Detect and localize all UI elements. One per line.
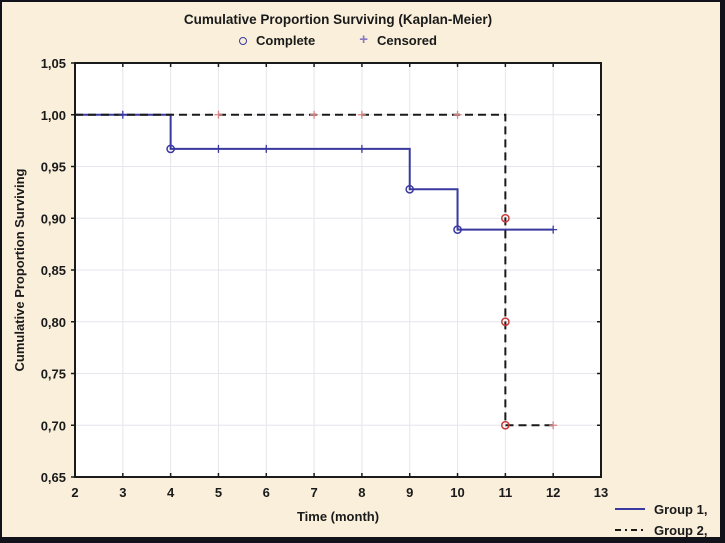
y-tick-label: 0,75 — [41, 367, 66, 382]
x-tick-label: 2 — [71, 485, 78, 500]
group1-solid-line-icon — [615, 508, 645, 510]
x-tick-label: 3 — [119, 485, 126, 500]
x-tick-label: 5 — [215, 485, 222, 500]
x-axis-title: Time (month) — [296, 509, 380, 524]
series-legend-label: Group 1, — [654, 501, 708, 517]
y-tick-label: 0,70 — [41, 418, 66, 433]
x-tick-label: 10 — [450, 485, 464, 500]
x-tick-label: 6 — [263, 485, 270, 500]
y-tick-label: 0,90 — [41, 211, 66, 226]
series-legend-row-group1: Group 1, — [614, 499, 718, 519]
censored-marker-group2 — [357, 110, 366, 119]
y-tick-label: 0,85 — [41, 263, 66, 278]
censored-marker-group1 — [118, 110, 127, 119]
x-tick-label: 4 — [167, 485, 175, 500]
censored-marker-group2 — [549, 421, 558, 430]
series-legend: Group 1, Group 2, — [614, 499, 718, 538]
x-tick-label: 9 — [406, 485, 413, 500]
censored-plus-icon: + — [359, 30, 369, 48]
x-tick-label: 12 — [546, 485, 560, 500]
complete-marker-group1 — [453, 225, 462, 234]
y-tick-label: 1,00 — [41, 108, 66, 123]
complete-circle-icon — [239, 36, 248, 45]
complete-marker-group1 — [405, 184, 415, 194]
censored-marker-group2 — [310, 110, 319, 119]
censored-marker-group1 — [262, 144, 271, 153]
chart-title: Cumulative Proportion Surviving (Kaplan-… — [183, 12, 493, 27]
x-tick-label: 13 — [594, 485, 608, 500]
censored-marker-group1 — [357, 144, 366, 153]
series-line-group1 — [75, 113, 554, 231]
marker-legend: Complete + Censored — [75, 30, 601, 49]
y-tick-label: 0,65 — [41, 470, 66, 485]
y-tick-label: 0,95 — [41, 160, 66, 175]
series-line-group2 — [75, 113, 554, 427]
censored-marker-group2 — [214, 110, 223, 119]
x-tick-label: 8 — [358, 485, 365, 500]
plot-area: 2 3 4 5 6 7 8 9 10 11 12 13 1,05 1,00 0,95 0,90 0,85 0,80… — [41, 56, 609, 500]
complete-marker-group1 — [166, 144, 175, 154]
y-tick-label: 1,05 — [41, 56, 66, 71]
censored-marker-group2 — [453, 110, 462, 119]
censored-marker-group1 — [549, 225, 558, 234]
group2-dashed-line-icon — [615, 529, 645, 531]
series-legend-row-group2: Group 2, — [614, 520, 718, 538]
complete-marker-group2 — [501, 213, 510, 223]
censored-label: Censored — [377, 33, 437, 48]
x-tick-label: 11 — [498, 485, 512, 500]
legend-entry-complete: Complete — [239, 33, 315, 48]
y-tick-label: 0,80 — [41, 315, 66, 330]
complete-marker-group2 — [501, 317, 510, 327]
x-tick-label: 7 — [310, 485, 317, 500]
censored-marker-group1 — [214, 144, 223, 153]
series-legend-label: Group 2, — [654, 522, 708, 538]
complete-label: Complete — [256, 33, 316, 48]
complete-marker-group2 — [501, 420, 510, 430]
legend-entry-censored: + Censored — [359, 30, 437, 49]
